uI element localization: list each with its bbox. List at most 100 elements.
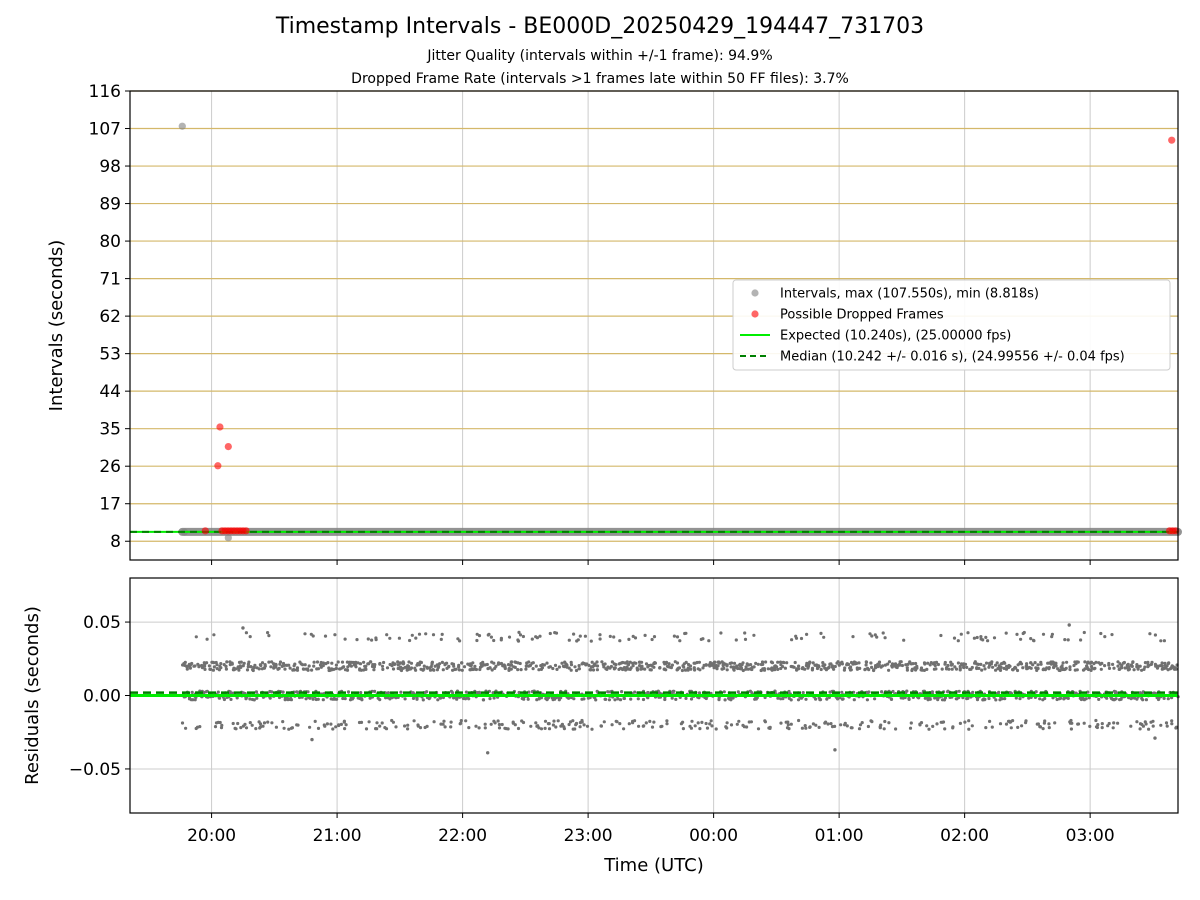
residual-point bbox=[419, 660, 423, 665]
residual-point bbox=[618, 698, 623, 702]
residual-point bbox=[1036, 666, 1040, 671]
residual-point bbox=[539, 727, 544, 731]
residual-point bbox=[792, 665, 796, 669]
residual-point bbox=[997, 690, 1001, 694]
residual-point bbox=[341, 696, 345, 701]
residual-point bbox=[725, 726, 729, 730]
residual-point bbox=[562, 727, 567, 731]
residual-point bbox=[197, 664, 201, 668]
residual-point bbox=[188, 666, 192, 670]
residual-point bbox=[958, 721, 963, 726]
residual-point bbox=[688, 664, 693, 668]
residual-point bbox=[752, 633, 756, 637]
residual-point bbox=[987, 696, 991, 701]
residual-point bbox=[335, 697, 339, 701]
residual-point bbox=[245, 668, 250, 672]
residual-point bbox=[775, 665, 779, 669]
residual-point bbox=[701, 666, 705, 670]
residual-point bbox=[846, 662, 850, 666]
residual-point bbox=[642, 724, 646, 728]
residual-point bbox=[1038, 697, 1042, 701]
residual-point bbox=[403, 697, 407, 701]
residual-point bbox=[560, 722, 565, 726]
residual-point bbox=[364, 664, 368, 668]
residual-point bbox=[497, 722, 501, 727]
residual-point bbox=[464, 690, 468, 694]
residual-point bbox=[354, 665, 358, 669]
residual-point bbox=[704, 663, 708, 667]
residual-point bbox=[194, 635, 198, 639]
residual-point bbox=[235, 696, 239, 700]
residual-point bbox=[307, 664, 311, 668]
residual-point bbox=[627, 637, 631, 642]
residual-point bbox=[543, 719, 548, 723]
residual-point bbox=[911, 662, 915, 666]
residual-point bbox=[971, 690, 975, 694]
dropped-frame-point bbox=[1168, 136, 1176, 144]
residual-point bbox=[770, 661, 775, 665]
residual-point bbox=[554, 631, 559, 635]
dropped-frame-point bbox=[214, 462, 222, 470]
residual-point bbox=[752, 665, 756, 669]
interval-point bbox=[178, 122, 186, 130]
residual-point bbox=[677, 666, 682, 670]
residual-point bbox=[373, 663, 377, 667]
residual-point bbox=[836, 660, 840, 664]
residual-point bbox=[1065, 660, 1069, 664]
residual-point bbox=[261, 724, 265, 728]
residual-point bbox=[1029, 666, 1033, 670]
residual-point bbox=[509, 663, 514, 667]
residual-point bbox=[1107, 666, 1112, 671]
bottom-y-tick-label: 0.05 bbox=[83, 613, 121, 633]
residual-point bbox=[589, 668, 593, 672]
residual-point bbox=[1141, 698, 1145, 702]
residual-point bbox=[378, 662, 382, 666]
top-axes: 8 17 26 35 44 53 62 71 80 89 98 107 116 Intervals (se… bbox=[46, 82, 1182, 565]
residual-point bbox=[222, 697, 226, 702]
residual-point bbox=[451, 691, 455, 695]
residual-point bbox=[287, 727, 291, 731]
residual-point bbox=[806, 664, 811, 669]
residual-point bbox=[776, 696, 780, 700]
residual-point bbox=[569, 668, 573, 672]
residual-point bbox=[1031, 663, 1035, 667]
residual-point bbox=[527, 660, 531, 664]
residual-point bbox=[814, 697, 818, 701]
residual-point bbox=[1143, 661, 1147, 665]
residual-point bbox=[943, 727, 947, 731]
residual-point bbox=[220, 723, 224, 728]
residual-point bbox=[870, 634, 874, 638]
residual-point bbox=[366, 637, 370, 641]
residual-point bbox=[854, 661, 858, 665]
residual-point bbox=[723, 698, 727, 702]
top-y-tick-label: 44 bbox=[99, 382, 121, 402]
residual-point bbox=[857, 661, 861, 665]
residual-point bbox=[397, 636, 401, 640]
residual-point bbox=[303, 632, 307, 636]
residual-point bbox=[878, 726, 882, 730]
residual-point bbox=[289, 698, 293, 702]
residual-point bbox=[1112, 666, 1116, 670]
residual-point bbox=[1000, 697, 1004, 701]
x-tick-label: 20:00 bbox=[187, 826, 236, 846]
residual-point bbox=[1116, 721, 1120, 725]
residual-point bbox=[719, 631, 723, 635]
residual-point bbox=[325, 722, 329, 726]
residual-point bbox=[1099, 631, 1103, 636]
residual-point bbox=[732, 661, 737, 665]
residual-point bbox=[270, 721, 274, 725]
residual-point bbox=[248, 635, 252, 639]
residual-point bbox=[789, 722, 793, 726]
residual-point bbox=[391, 667, 396, 671]
residual-point bbox=[551, 666, 555, 671]
residual-point bbox=[811, 722, 816, 726]
residual-point bbox=[887, 660, 892, 664]
figure-title: Timestamp Intervals - BE000D_20250429_19… bbox=[275, 14, 925, 39]
residual-point bbox=[801, 691, 805, 695]
residual-point bbox=[295, 668, 300, 672]
residual-point bbox=[517, 630, 521, 635]
residual-point bbox=[644, 662, 649, 666]
residual-point bbox=[894, 727, 898, 731]
residual-point bbox=[918, 723, 922, 727]
